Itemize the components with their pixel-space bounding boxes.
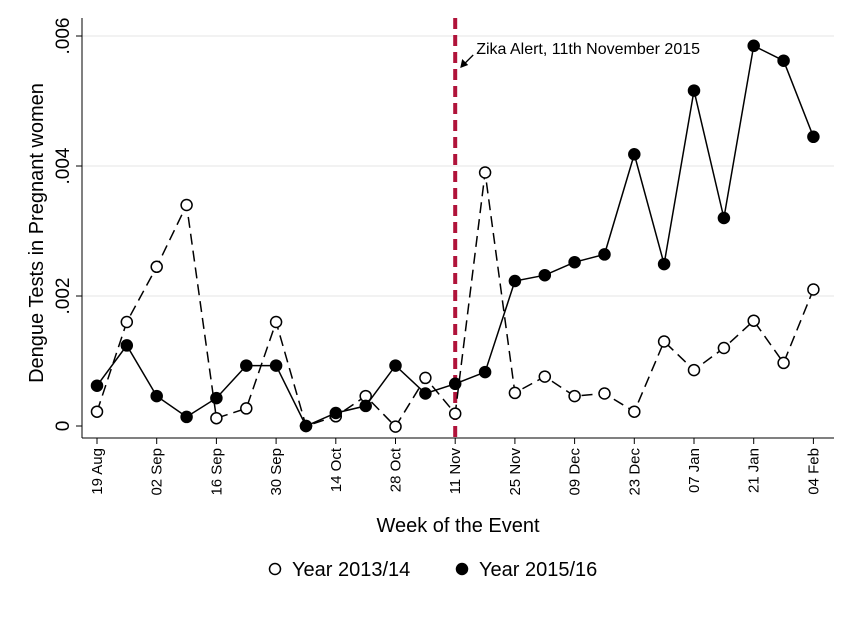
data-point (90, 379, 104, 392)
x-tick-label: 28 Oct (388, 447, 405, 492)
data-point (508, 274, 522, 288)
x-tick-label: 11 Nov (447, 448, 464, 495)
data-point (657, 257, 671, 271)
y-tick-label: .004 (53, 147, 74, 184)
data-point (120, 315, 134, 329)
x-tick-label: 19 Aug (89, 448, 106, 495)
data-point (299, 419, 313, 433)
data-point (210, 391, 223, 405)
data-point (478, 166, 492, 179)
data-point (598, 387, 611, 400)
data-point (687, 363, 701, 377)
data-point (687, 84, 701, 97)
y-axis-title: Dengue Tests in Pregnant women (26, 83, 48, 383)
legend-layer: Year 2013/14 Year 2015/16 (268, 559, 597, 581)
data-point (180, 198, 193, 212)
data-point (598, 248, 611, 261)
annotation-layer: Zika Alert, 11th November 2015 (453, 18, 700, 438)
x-axis-title: Week of the Event (376, 515, 540, 537)
data-point (538, 268, 552, 282)
x-tick-label: 14 Oct (328, 447, 345, 492)
data-point (329, 406, 343, 420)
x-tick-label: 25 Nov (507, 448, 524, 496)
data-point (568, 255, 581, 269)
series-layer (90, 39, 820, 433)
data-point (180, 410, 193, 424)
legend-label: Year 2015/16 (479, 559, 597, 581)
data-point (448, 377, 462, 391)
data-point (508, 386, 522, 400)
x-tick-label: 02 Sep (149, 448, 166, 496)
y-tick-label: .002 (53, 278, 74, 315)
data-point (807, 130, 820, 144)
x-tick-label: 09 Dec (567, 448, 584, 496)
data-point (90, 405, 104, 418)
data-point (359, 399, 372, 413)
legend-marker (455, 562, 469, 576)
data-point (628, 148, 641, 161)
data-point (389, 420, 402, 433)
data-point (240, 402, 253, 415)
data-point (448, 407, 462, 420)
data-point (717, 341, 731, 355)
data-point (150, 389, 163, 403)
data-point (628, 405, 641, 418)
grid-layer (82, 35, 834, 297)
data-point (568, 389, 581, 403)
x-tick-label: 07 Jan (686, 448, 703, 493)
y-tick-label: 0 (53, 421, 74, 432)
data-point (269, 359, 283, 372)
data-point (210, 411, 223, 425)
annotation-arrow-head (460, 59, 469, 68)
x-tick-label: 04 Feb (805, 448, 822, 495)
series-2 (90, 39, 820, 433)
data-point (240, 359, 253, 372)
x-tick-label: 30 Sep (268, 448, 285, 496)
data-point (777, 356, 790, 370)
data-point (389, 359, 402, 372)
data-point (538, 370, 552, 383)
x-tick-label: 23 Dec (626, 448, 643, 496)
legend-label: Year 2013/14 (292, 559, 410, 581)
data-point (120, 339, 134, 352)
data-point (478, 365, 492, 379)
data-point (747, 39, 760, 53)
data-point (717, 211, 731, 225)
data-point (657, 335, 671, 348)
annotation-text: Zika Alert, 11th November 2015 (476, 41, 700, 58)
data-point (419, 387, 432, 400)
label-layer: Dengue Tests in Pregnant women Week of th… (26, 83, 540, 537)
data-point (269, 315, 283, 329)
legend-marker (268, 562, 282, 576)
data-point (747, 314, 760, 327)
data-point (419, 371, 432, 385)
data-point (807, 283, 820, 296)
data-point (777, 54, 790, 67)
axis-layer: 0 .002 .004 .006 19 Aug 02 Sep 16 Sep 30 Sep 14 … (53, 18, 834, 496)
x-tick-label: 21 Jan (746, 448, 763, 493)
y-tick-label: .006 (53, 18, 74, 55)
x-tick-label: 16 Sep (208, 448, 225, 496)
data-point (150, 260, 163, 274)
